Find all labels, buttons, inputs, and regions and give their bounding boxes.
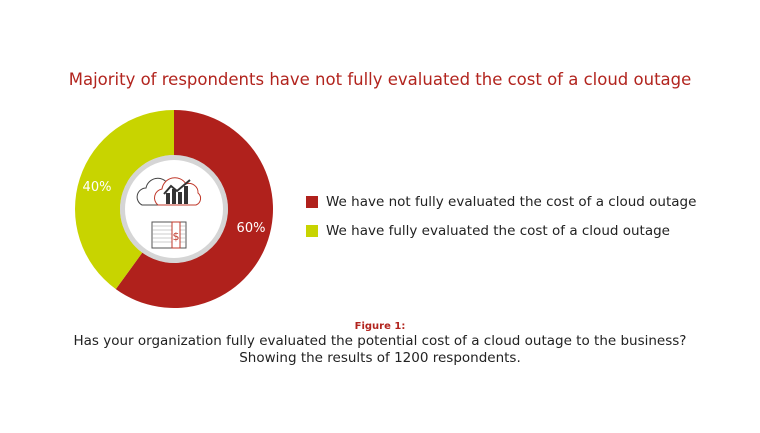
slice-label: 60% [237, 221, 266, 236]
caption-line-2: Showing the results of 1200 respondents. [239, 350, 521, 366]
slice-evaluated [75, 110, 174, 290]
legend-swatch-red [306, 196, 318, 208]
money-stack-icon: $ [151, 221, 187, 249]
legend-item-evaluated: We have fully evaluated the cost of a cl… [306, 223, 670, 239]
svg-text:$: $ [173, 230, 180, 243]
figure-label: Figure 1: [354, 321, 406, 332]
chart-title: Majority of respondents have not fully e… [68, 70, 692, 89]
slice-not-evaluated [115, 110, 274, 309]
legend-item-not-evaluated: We have not fully evaluated the cost of … [306, 194, 696, 210]
cloud-chart-icon [136, 177, 202, 206]
legend-label: We have not fully evaluated the cost of … [326, 194, 697, 210]
legend-label: We have fully evaluated the cost of a cl… [326, 223, 670, 239]
caption-line-1: Has your organization fully evaluated th… [73, 333, 687, 349]
legend-swatch-yellow [306, 225, 318, 237]
slice-label: 40% [83, 180, 112, 195]
